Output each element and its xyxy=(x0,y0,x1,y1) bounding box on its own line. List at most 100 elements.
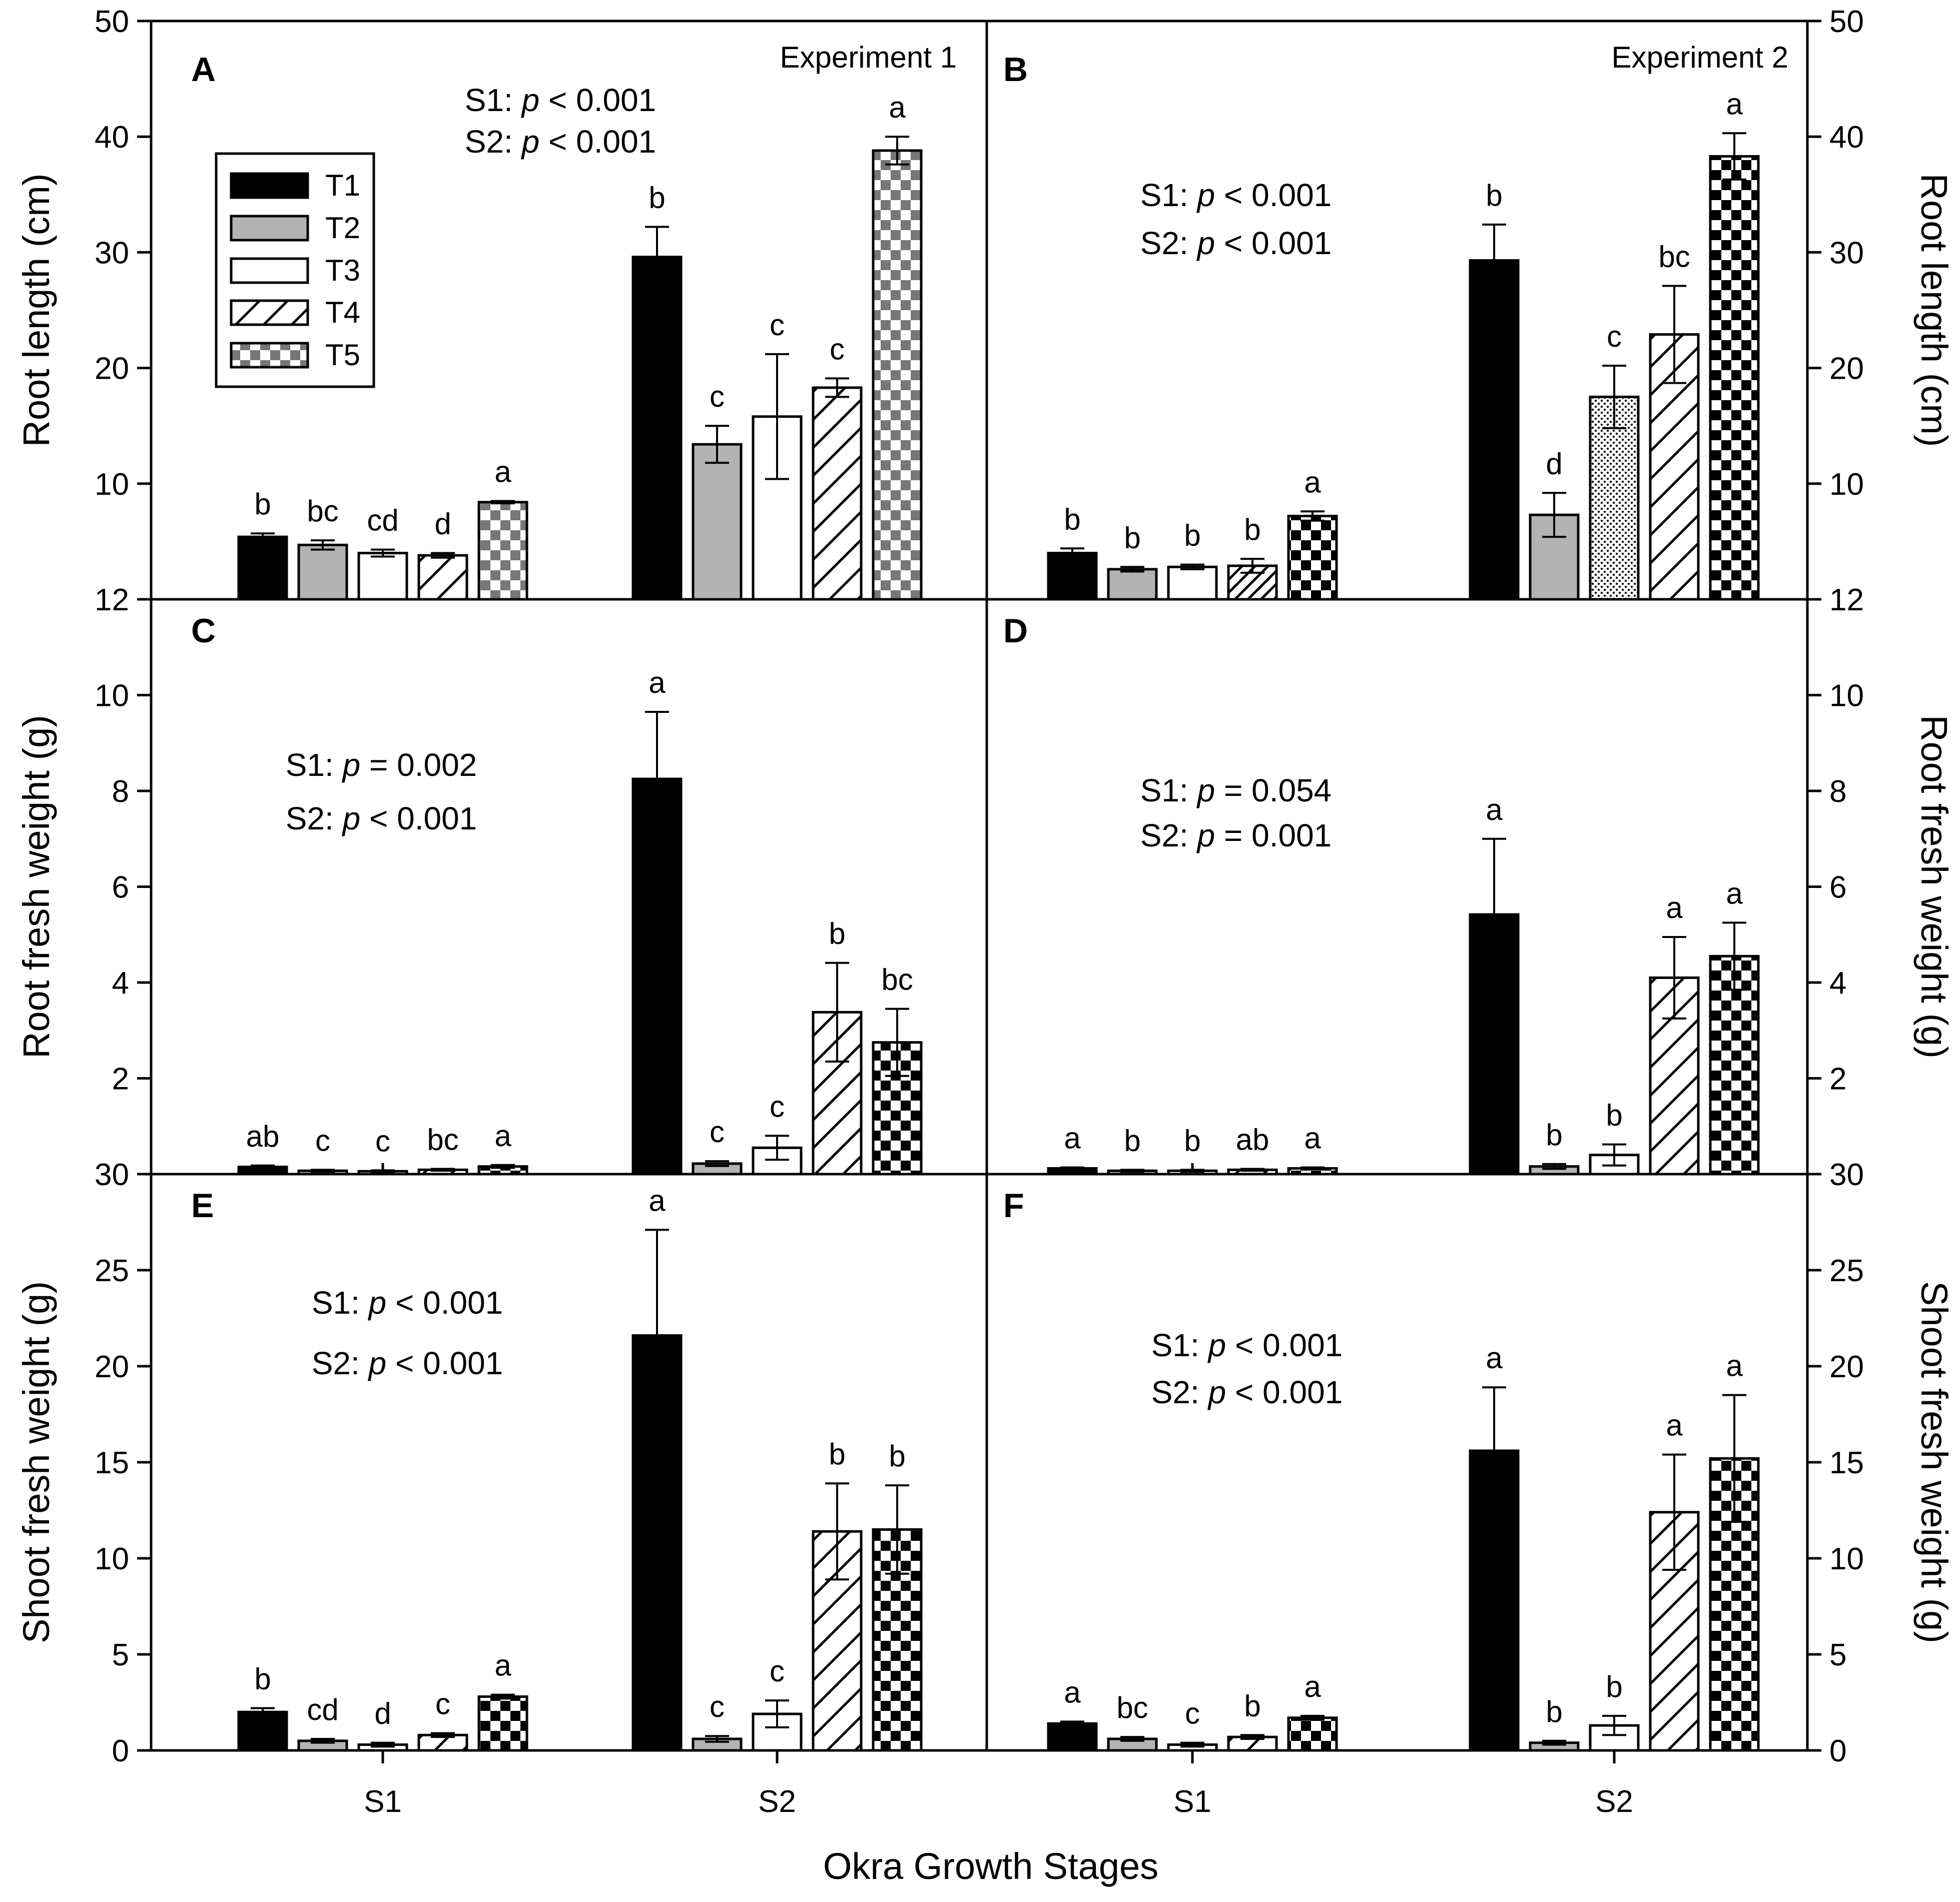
y-tick-label: 30 xyxy=(1829,236,1864,270)
legend-label-t2: T2 xyxy=(325,211,360,245)
y-tick-label: 0 xyxy=(1829,1734,1846,1768)
y-tick-label: 6 xyxy=(1829,870,1846,905)
panel-b: 10 20 30 40 50 Root length (cm) B Experiment 2 S… xyxy=(985,5,1955,601)
significance-letter: a xyxy=(1726,876,1743,910)
y-tick-label: 20 xyxy=(1829,1350,1864,1384)
y-tick-label: 10 xyxy=(95,679,129,713)
stats-annotation: S1: p = 0.002 xyxy=(286,747,477,783)
stage-label-s1-left: S1 xyxy=(364,1784,402,1819)
significance-letter: d xyxy=(374,1697,391,1730)
y-tick-label: 10 xyxy=(1829,467,1864,502)
stats-annotation: S1: p = 0.054 xyxy=(1140,772,1332,808)
significance-letter: b xyxy=(254,487,271,521)
bar-t1-s1 xyxy=(237,535,288,601)
bar-t5-s2 xyxy=(872,149,923,601)
significance-letter: a xyxy=(1666,891,1683,924)
bar-t2-s2 xyxy=(692,443,743,601)
significance-letter: c xyxy=(830,332,845,366)
significance-letter: b xyxy=(254,1662,271,1696)
bar-t3-s2 xyxy=(1589,395,1640,601)
y-tick-label: 2 xyxy=(1829,1062,1846,1097)
bar-t5-s2 xyxy=(1709,155,1760,601)
y-tick-label: 5 xyxy=(1829,1638,1846,1672)
stage-label-s2-right: S2 xyxy=(1595,1784,1633,1819)
bar-t3-s1 xyxy=(1167,565,1218,601)
stats-annotation: S2: p < 0.001 xyxy=(1140,225,1332,261)
significance-letter: d xyxy=(434,507,451,541)
significance-letter: a xyxy=(1304,1122,1321,1155)
significance-letter: bc xyxy=(1658,240,1690,273)
panel-letter: E xyxy=(191,1187,214,1225)
significance-letter: b xyxy=(1486,179,1502,212)
y-tick-label: 10 xyxy=(1829,679,1864,713)
significance-letter: b xyxy=(1546,1695,1562,1728)
bar-t4-s1 xyxy=(417,554,468,601)
significance-letter: a xyxy=(1726,1349,1743,1383)
bar-t1-s1 xyxy=(1047,552,1098,601)
significance-letter: c xyxy=(770,308,785,342)
y-tick-label: 12 xyxy=(1829,583,1864,617)
significance-letter: a xyxy=(1486,793,1503,826)
panel-a: 10 20 30 40 50 Root length (cm) A Experiment 1 S… xyxy=(16,5,988,601)
significance-letter: a xyxy=(648,1184,666,1217)
significance-letter: b xyxy=(1064,502,1080,536)
y-tick-label: 15 xyxy=(95,1446,129,1480)
significance-letter: c xyxy=(770,1090,785,1123)
stats-annotation: S2: p < 0.001 xyxy=(286,800,477,836)
y-tick-label: 10 xyxy=(95,1542,129,1576)
y-tick-label: 20 xyxy=(95,352,129,386)
y-tick-label: 30 xyxy=(95,236,129,270)
y-tick-label: 15 xyxy=(1829,1446,1864,1480)
stats-annotation: S2: p < 0.001 xyxy=(465,124,657,160)
panel-letter: A xyxy=(191,51,216,89)
significance-letter: b xyxy=(1606,1099,1622,1132)
significance-letter: c xyxy=(770,1654,785,1688)
y-tick-label: 4 xyxy=(1829,966,1846,1001)
bar-t5-s1 xyxy=(1287,515,1338,601)
significance-letter: b xyxy=(1184,1124,1200,1157)
significance-letter: a xyxy=(494,1649,511,1682)
significance-letter: c xyxy=(315,1124,330,1157)
bar-t2-s1 xyxy=(297,543,348,601)
significance-letter: cd xyxy=(367,504,398,537)
stats-annotation: S2: p < 0.001 xyxy=(1151,1374,1343,1410)
stage-tick-labels: S1 S2 S1 S2 xyxy=(364,1784,1633,1819)
panel-letter: F xyxy=(1003,1187,1024,1225)
legend-label-t4: T4 xyxy=(325,296,360,329)
y-axis-title: Shoot fresh weight (g) xyxy=(16,1281,57,1643)
significance-letter: c xyxy=(710,380,725,413)
y-axis-title: Root length (cm) xyxy=(1913,174,1955,447)
legend: T1 T2 T3 T4 T5 xyxy=(215,152,375,388)
significance-letter: cd xyxy=(307,1693,338,1726)
significance-letter: c xyxy=(1607,320,1622,353)
significance-letter: bc xyxy=(427,1123,458,1156)
significance-letter: c xyxy=(435,1687,450,1720)
significance-letter: ab xyxy=(1236,1123,1269,1156)
y-tick-label: 30 xyxy=(95,1158,129,1192)
stats-annotation: S1: p < 0.001 xyxy=(1140,177,1332,213)
significance-letter: a xyxy=(1064,1122,1081,1155)
significance-letter: b xyxy=(1606,1670,1622,1703)
stats-annotation: S1: p < 0.001 xyxy=(1151,1327,1343,1363)
significance-letter: b xyxy=(1124,1124,1140,1157)
significance-letter: bc xyxy=(881,963,913,997)
y-tick-label: 6 xyxy=(112,870,129,905)
y-tick-label: 40 xyxy=(95,120,129,155)
y-tick-label: 50 xyxy=(1829,5,1864,39)
y-tick-label: 30 xyxy=(1829,1158,1864,1192)
y-tick-label: 8 xyxy=(112,774,129,809)
significance-letter: a xyxy=(494,1119,511,1153)
significance-letter: c xyxy=(710,1115,725,1149)
panel-f: 0 5 10 15 20 25 30 Shoot fresh weight (g) F S1: p… xyxy=(985,1158,1955,1768)
y-tick-label: 5 xyxy=(112,1638,129,1672)
bar-t1-s1 xyxy=(1047,1722,1098,1752)
significance-letter: a xyxy=(1304,465,1321,499)
bar-t5-s1 xyxy=(477,501,528,601)
bar-t5-s1 xyxy=(477,1695,528,1752)
y-tick-label: 12 xyxy=(95,583,129,617)
y-tick-label: 10 xyxy=(95,467,129,502)
stats-annotation: S2: p = 0.001 xyxy=(1140,817,1332,853)
significance-letter: b xyxy=(1124,521,1140,554)
